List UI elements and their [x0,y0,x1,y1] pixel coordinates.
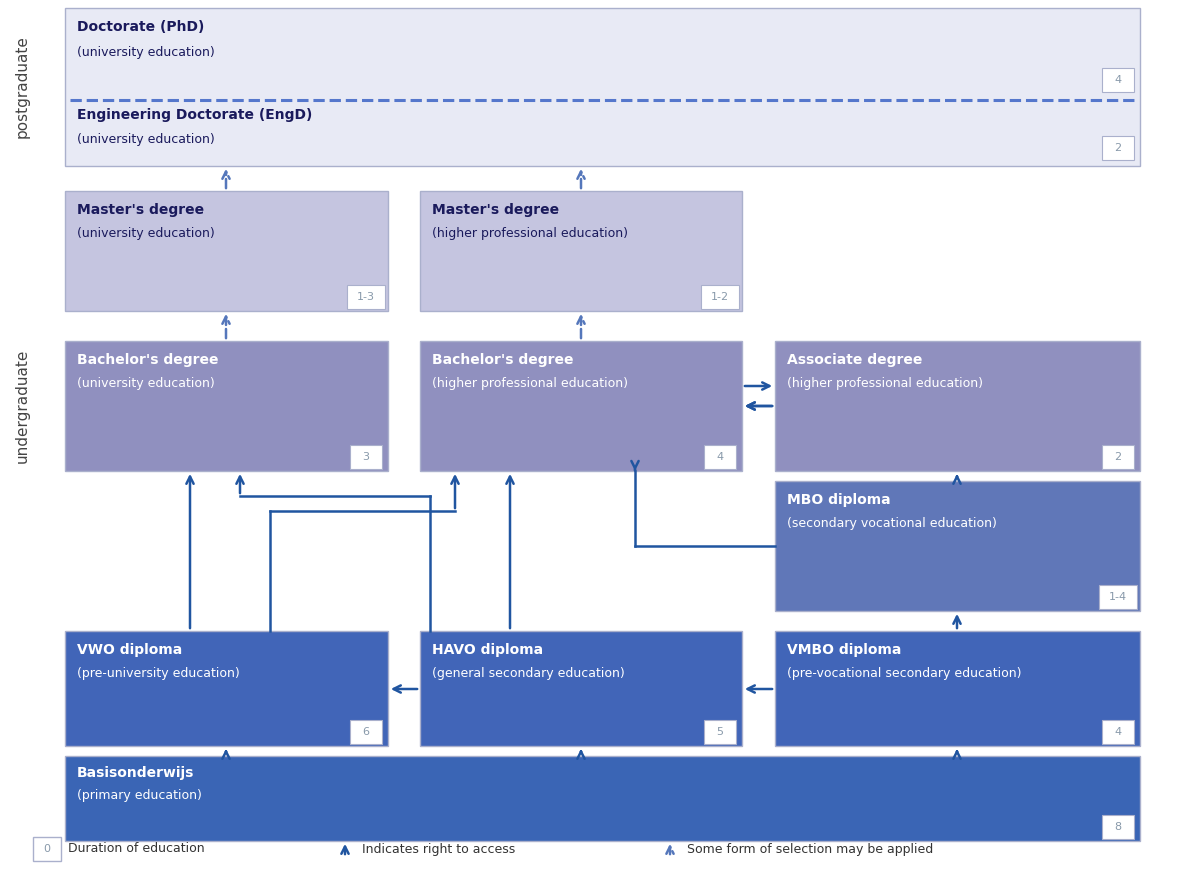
Text: 1-2: 1-2 [710,292,730,302]
Text: postgraduate: postgraduate [14,36,30,138]
Text: VMBO diploma: VMBO diploma [787,643,901,657]
Text: 2: 2 [1115,143,1122,153]
FancyBboxPatch shape [1102,136,1134,160]
Text: Associate degree: Associate degree [787,353,923,367]
Text: 4: 4 [1115,75,1122,85]
Text: Engineering Doctorate (EngD): Engineering Doctorate (EngD) [77,108,312,122]
Text: (university education): (university education) [77,377,215,390]
FancyBboxPatch shape [1102,445,1134,469]
Text: (pre-university education): (pre-university education) [77,667,240,680]
FancyBboxPatch shape [65,8,1140,166]
Text: (pre-vocational secondary education): (pre-vocational secondary education) [787,667,1021,680]
Text: undergraduate: undergraduate [14,349,30,463]
Text: Indicates right to access: Indicates right to access [362,843,515,856]
FancyBboxPatch shape [347,285,385,309]
FancyBboxPatch shape [1099,585,1138,609]
FancyBboxPatch shape [775,341,1140,471]
Text: 2: 2 [1115,452,1122,462]
Text: Some form of selection may be applied: Some form of selection may be applied [686,843,934,856]
Text: 8: 8 [1115,822,1122,832]
Text: MBO diploma: MBO diploma [787,493,890,507]
FancyBboxPatch shape [350,445,382,469]
Text: 1-4: 1-4 [1109,592,1127,602]
Text: (higher professional education): (higher professional education) [787,377,983,390]
Text: VWO diploma: VWO diploma [77,643,182,657]
FancyBboxPatch shape [420,341,742,471]
FancyBboxPatch shape [704,445,736,469]
FancyBboxPatch shape [65,341,388,471]
FancyBboxPatch shape [65,191,388,311]
FancyBboxPatch shape [775,481,1140,611]
Text: 5: 5 [716,727,724,737]
FancyBboxPatch shape [65,631,388,746]
Text: Master's degree: Master's degree [432,203,559,217]
Text: 0: 0 [43,844,50,854]
Text: Bachelor's degree: Bachelor's degree [432,353,574,367]
Text: (university education): (university education) [77,133,215,146]
FancyBboxPatch shape [1102,815,1134,839]
Text: (higher professional education): (higher professional education) [432,377,628,390]
FancyBboxPatch shape [34,837,61,861]
FancyBboxPatch shape [1102,720,1134,744]
Text: 4: 4 [1115,727,1122,737]
Text: (secondary vocational education): (secondary vocational education) [787,517,997,530]
FancyBboxPatch shape [420,191,742,311]
Text: Master's degree: Master's degree [77,203,204,217]
Text: 3: 3 [362,452,370,462]
Text: 6: 6 [362,727,370,737]
Text: Duration of education: Duration of education [68,843,205,856]
Text: Bachelor's degree: Bachelor's degree [77,353,218,367]
Text: (primary education): (primary education) [77,789,202,802]
Text: 1-3: 1-3 [358,292,374,302]
Text: (university education): (university education) [77,227,215,240]
FancyBboxPatch shape [420,631,742,746]
Text: HAVO diploma: HAVO diploma [432,643,544,657]
Text: (higher professional education): (higher professional education) [432,227,628,240]
Text: (university education): (university education) [77,46,215,59]
FancyBboxPatch shape [65,756,1140,841]
Text: (general secondary education): (general secondary education) [432,667,625,680]
FancyBboxPatch shape [775,631,1140,746]
Text: Basisonderwijs: Basisonderwijs [77,766,194,780]
Text: 4: 4 [716,452,724,462]
FancyBboxPatch shape [704,720,736,744]
FancyBboxPatch shape [350,720,382,744]
FancyBboxPatch shape [701,285,739,309]
Text: Doctorate (PhD): Doctorate (PhD) [77,20,204,34]
FancyBboxPatch shape [1102,68,1134,92]
